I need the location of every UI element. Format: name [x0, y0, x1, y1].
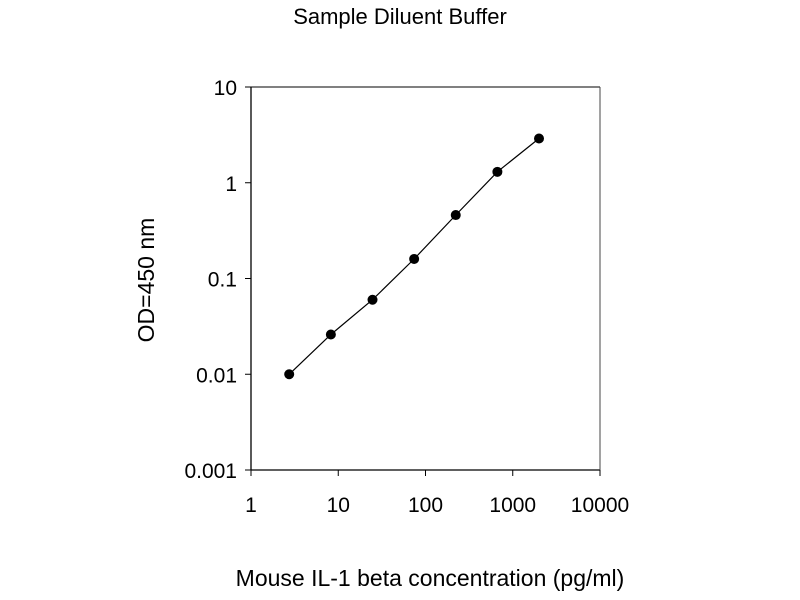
- data-marks: [284, 133, 545, 380]
- data-point: [450, 210, 461, 221]
- data-point: [534, 133, 545, 144]
- y-tick-label: 1: [225, 173, 237, 196]
- data-point: [367, 294, 378, 305]
- x-tick-label: 10000: [571, 494, 629, 517]
- x-tick-label: 1000: [489, 494, 536, 517]
- x-axis-label: Mouse IL-1 beta concentration (pg/ml): [236, 565, 625, 591]
- y-tick-label: 0.001: [184, 460, 237, 483]
- data-point: [409, 253, 420, 264]
- data-point: [284, 369, 295, 380]
- axes: [250, 86, 601, 471]
- ticks: 1 10 100 1000 10000 10 1 0.1 0.01 0.001: [184, 77, 629, 517]
- data-point: [325, 329, 336, 340]
- y-tick-label: 10: [214, 77, 237, 100]
- x-tick-label: 1: [245, 494, 257, 517]
- y-tick-label: 0.1: [208, 269, 237, 292]
- y-tick-label: 0.01: [196, 364, 237, 387]
- data-point: [492, 166, 503, 177]
- y-axis-label: OD=450 nm: [133, 218, 159, 343]
- x-tick-label: 10: [327, 494, 350, 517]
- chart-title: Sample Diluent Buffer: [293, 4, 507, 29]
- x-tick-label: 100: [408, 494, 443, 517]
